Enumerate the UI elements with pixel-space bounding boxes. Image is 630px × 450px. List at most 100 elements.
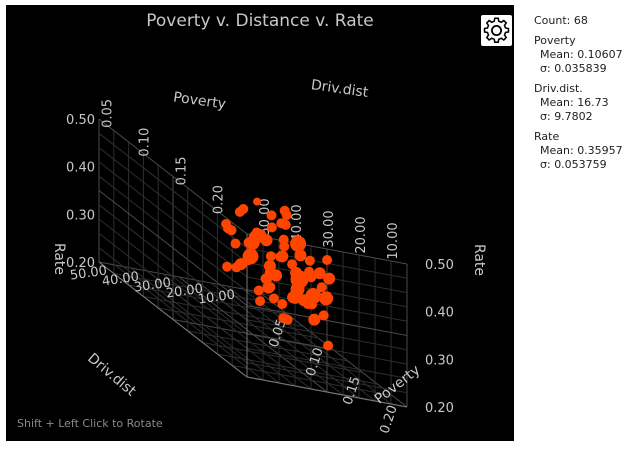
data-point [322, 255, 333, 265]
data-point [323, 340, 334, 351]
grid-floor-x [202, 342, 363, 373]
z-tick-label: 0.20 [66, 256, 95, 271]
data-point [308, 313, 321, 326]
grid-right-z [246, 233, 408, 265]
data-point [277, 299, 288, 309]
mean-value: 0.10607 [577, 48, 623, 61]
data-point [313, 267, 326, 280]
x-tick-label: 0.05 [101, 99, 116, 128]
y-tick-label: 40.00 [101, 270, 140, 290]
y-tick-label: 40.00 [290, 204, 305, 241]
grid-floor-y [178, 276, 328, 393]
z-tick-label: 0.30 [425, 353, 454, 368]
data-point [245, 235, 260, 250]
scatter-3d-chart[interactable]: Poverty v. Distance v. Rate0.050.050.100… [6, 5, 514, 441]
data-point [275, 251, 286, 262]
y-tick-label: 30.00 [133, 276, 172, 296]
x-tick-label: 0.10 [138, 128, 153, 157]
stats-group-poverty: Poverty Mean: 0.10607 σ: 0.035839 [534, 34, 623, 76]
z-tick-label: 0.30 [66, 208, 95, 223]
stats-group-drivdist: Driv.dist. Mean: 16.73 σ: 9.7802 [534, 82, 623, 124]
y-axis-label: Driv.dist [310, 77, 370, 101]
chart-area[interactable]: Poverty v. Distance v. Rate 0.05 0.05 0.10 0… [6, 5, 514, 441]
grid-back-z [98, 161, 248, 278]
axis-edge [246, 376, 408, 408]
grid-back-z [98, 175, 248, 292]
data-point [234, 206, 245, 217]
x-axis-label: Poverty [172, 89, 227, 112]
data-point [231, 262, 242, 273]
sd-label: σ: [540, 62, 551, 75]
x-tick-label: 0.10 [304, 346, 327, 378]
z-tick-label: 0.40 [425, 306, 454, 321]
rotate-hint: Shift + Left Click to Rotate [17, 417, 163, 430]
y-tick-label: 20.00 [354, 216, 369, 253]
count-row: Count: 68 [534, 14, 623, 28]
data-point [253, 197, 262, 206]
data-point [280, 219, 291, 230]
mean-label: Mean: [540, 48, 574, 61]
grid-back-z [98, 132, 248, 249]
data-point [266, 222, 277, 233]
grid-floor-x [217, 353, 378, 385]
z-tick-label: 0.40 [66, 161, 95, 176]
mean-value: 16.73 [577, 96, 609, 109]
y-tick-label: 10.00 [197, 288, 236, 308]
data-point [287, 259, 298, 270]
z-tick-label: 0.50 [425, 258, 454, 273]
mean-label: Mean: [540, 144, 574, 157]
z-tick-label: 0.20 [425, 401, 454, 416]
chart-title: Poverty v. Distance v. Rate [146, 11, 374, 31]
data-point [268, 293, 279, 304]
group-name: Driv.dist. [534, 82, 583, 95]
x-tick-label: 0.20 [378, 403, 401, 435]
y-tick-label: 10.00 [386, 222, 401, 259]
data-point [304, 255, 315, 266]
x-axis-label: Poverty [372, 362, 424, 407]
data-point [323, 272, 336, 285]
z-axis-label: Rate [471, 244, 487, 276]
grid-back-z [98, 147, 248, 263]
sd-label: σ: [540, 158, 551, 171]
z-axis-label: Rate [51, 243, 67, 275]
y-tick-label: 50.00 [69, 264, 108, 284]
sd-value: 0.035839 [554, 62, 607, 75]
stats-panel: Count: 68 Poverty Mean: 0.10607 σ: 0.035… [534, 14, 623, 172]
mean-value: 0.35957 [577, 144, 623, 157]
data-point [260, 234, 273, 247]
count-value: 68 [573, 14, 588, 27]
sd-label: σ: [540, 110, 551, 123]
data-point [230, 238, 241, 249]
data-point [307, 299, 318, 310]
grid-back-z [98, 118, 248, 235]
data-point [318, 310, 329, 321]
sd-value: 9.7802 [554, 110, 593, 123]
data-point [279, 241, 290, 252]
mean-label: Mean: [540, 96, 574, 109]
grid-floor-x [232, 365, 393, 396]
settings-button[interactable] [481, 15, 512, 46]
x-tick-label: 0.15 [341, 375, 364, 407]
data-point [226, 225, 237, 236]
data-point [255, 296, 266, 307]
data-point [260, 273, 271, 284]
data-point [270, 269, 283, 282]
y-axis-label: Driv.dist [84, 350, 139, 400]
data-point [222, 261, 233, 272]
data-point [287, 291, 300, 304]
x-tick-label: 0.15 [175, 156, 190, 185]
z-tick-label: 0.50 [66, 113, 95, 128]
data-point [262, 281, 275, 294]
grid-floor-y [130, 267, 280, 384]
data-point [316, 282, 327, 293]
data-point [293, 241, 304, 252]
grid-floor-y [146, 270, 296, 387]
data-point [281, 210, 292, 221]
count-label: Count: [534, 14, 571, 27]
data-point [294, 249, 307, 262]
axis-edge [98, 261, 248, 378]
grid-floor-x [187, 330, 348, 362]
data-point [306, 272, 317, 283]
grid-back-z [98, 190, 248, 306]
data-point [265, 251, 276, 262]
